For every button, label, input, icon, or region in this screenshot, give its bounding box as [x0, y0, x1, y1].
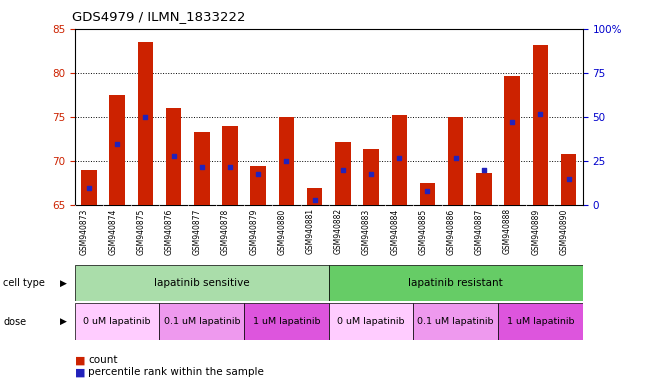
Text: GSM940889: GSM940889	[531, 208, 540, 255]
Text: 0.1 uM lapatinib: 0.1 uM lapatinib	[163, 317, 240, 326]
Bar	[244, 303, 329, 340]
Text: ■: ■	[75, 355, 85, 365]
Point	[338, 167, 348, 173]
Text: 1 uM lapatinib: 1 uM lapatinib	[253, 317, 320, 326]
Text: lapatinib resistant: lapatinib resistant	[408, 278, 503, 288]
Point	[450, 155, 461, 161]
Bar	[222, 126, 238, 205]
Text: ■: ■	[75, 367, 85, 377]
Point	[253, 170, 264, 177]
Text: GSM940876: GSM940876	[165, 208, 174, 255]
Bar	[363, 149, 379, 205]
Text: GSM940884: GSM940884	[391, 208, 399, 255]
Bar	[498, 303, 583, 340]
Text: GSM940885: GSM940885	[419, 208, 428, 255]
Bar	[251, 166, 266, 205]
Text: GSM940890: GSM940890	[560, 208, 568, 255]
Bar	[533, 45, 548, 205]
Bar	[307, 188, 322, 205]
Text: count: count	[88, 355, 117, 365]
Point	[507, 119, 518, 126]
Bar	[75, 303, 159, 340]
Bar	[420, 184, 436, 205]
Bar	[166, 108, 182, 205]
Bar	[413, 303, 498, 340]
Bar	[335, 142, 351, 205]
Bar	[75, 265, 329, 301]
Text: GSM940880: GSM940880	[277, 208, 286, 255]
Text: GSM940875: GSM940875	[137, 208, 145, 255]
Point	[563, 176, 574, 182]
Text: GSM940888: GSM940888	[503, 208, 512, 255]
Bar	[81, 170, 97, 205]
Text: GDS4979 / ILMN_1833222: GDS4979 / ILMN_1833222	[72, 10, 245, 23]
Point	[225, 164, 235, 170]
Bar	[476, 173, 492, 205]
Bar	[109, 95, 125, 205]
Text: GSM940878: GSM940878	[221, 208, 230, 255]
Text: ▶: ▶	[60, 279, 66, 288]
Bar	[329, 303, 413, 340]
Bar	[194, 132, 210, 205]
Text: GSM940887: GSM940887	[475, 208, 484, 255]
Text: GSM940881: GSM940881	[306, 208, 314, 255]
Text: percentile rank within the sample: percentile rank within the sample	[88, 367, 264, 377]
Bar	[159, 303, 244, 340]
Bar	[329, 265, 583, 301]
Text: 0 uM lapatinib: 0 uM lapatinib	[337, 317, 405, 326]
Point	[140, 114, 150, 120]
Point	[366, 170, 376, 177]
Text: GSM940873: GSM940873	[80, 208, 89, 255]
Text: GSM940877: GSM940877	[193, 208, 202, 255]
Text: GSM940886: GSM940886	[447, 208, 456, 255]
Point	[84, 185, 94, 191]
Bar	[561, 154, 576, 205]
Text: 1 uM lapatinib: 1 uM lapatinib	[506, 317, 574, 326]
Bar	[448, 117, 464, 205]
Text: 0.1 uM lapatinib: 0.1 uM lapatinib	[417, 317, 494, 326]
Point	[478, 167, 489, 173]
Text: 0 uM lapatinib: 0 uM lapatinib	[83, 317, 151, 326]
Point	[309, 197, 320, 203]
Text: lapatinib sensitive: lapatinib sensitive	[154, 278, 249, 288]
Bar	[137, 42, 153, 205]
Bar	[505, 76, 520, 205]
Point	[169, 153, 179, 159]
Point	[394, 155, 404, 161]
Point	[422, 188, 433, 194]
Bar	[279, 117, 294, 205]
Text: GSM940874: GSM940874	[108, 208, 117, 255]
Text: dose: dose	[3, 316, 27, 327]
Text: cell type: cell type	[3, 278, 45, 288]
Point	[112, 141, 122, 147]
Text: ▶: ▶	[60, 317, 66, 326]
Text: GSM940882: GSM940882	[334, 208, 343, 255]
Text: GSM940879: GSM940879	[249, 208, 258, 255]
Point	[535, 111, 546, 117]
Text: GSM940883: GSM940883	[362, 208, 371, 255]
Point	[197, 164, 207, 170]
Point	[281, 158, 292, 164]
Bar	[391, 115, 407, 205]
